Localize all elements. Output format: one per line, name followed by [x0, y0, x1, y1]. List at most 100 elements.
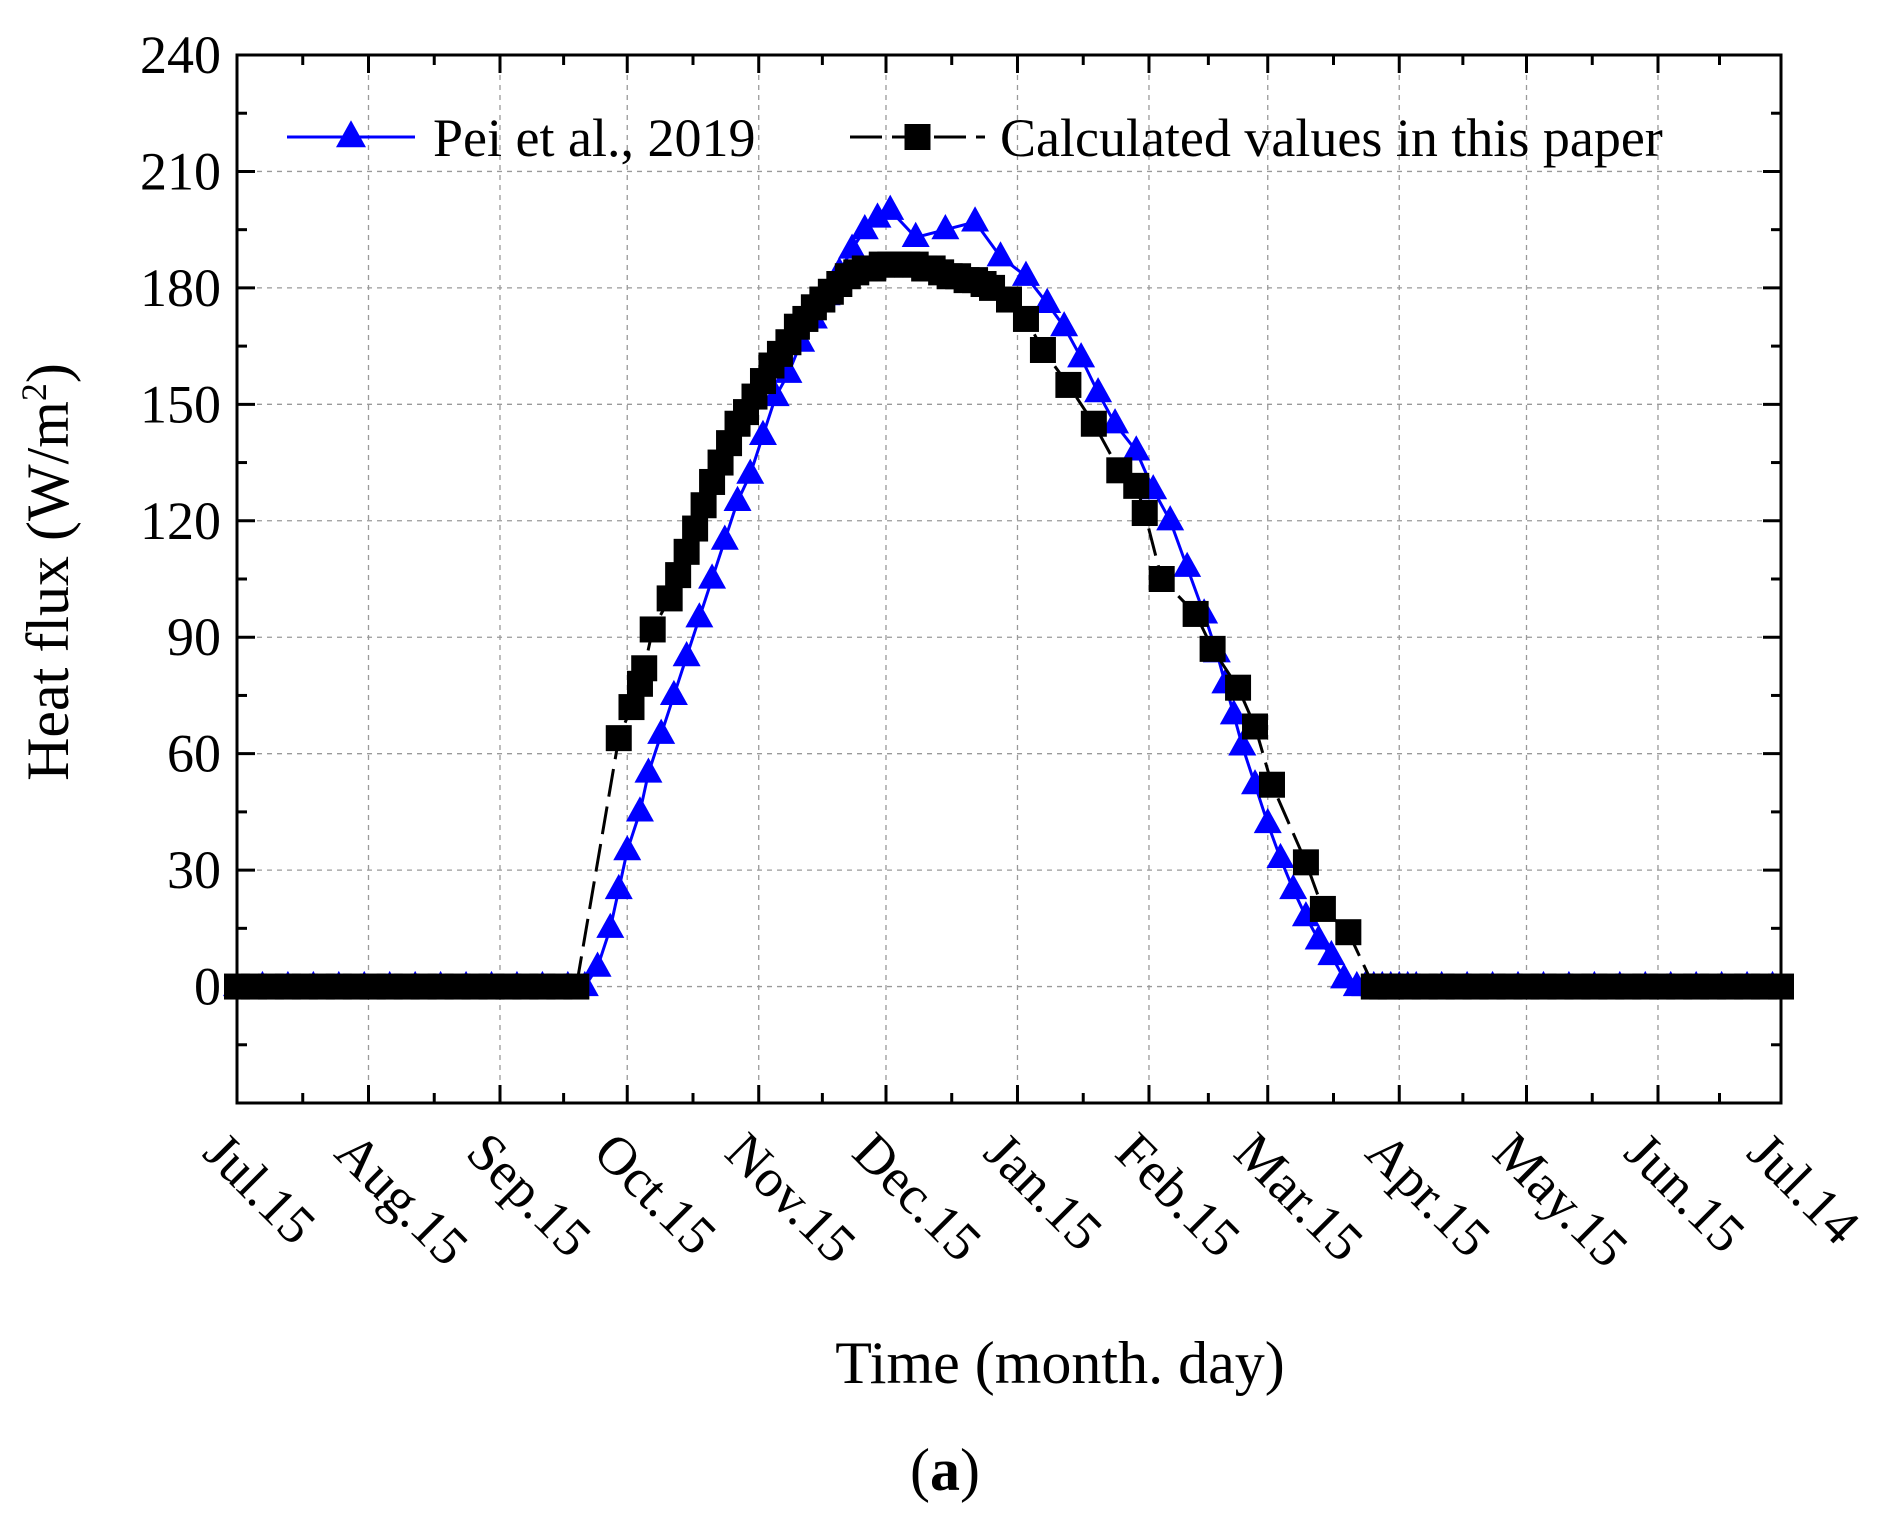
x-tick-label: Jul.15	[193, 1121, 328, 1256]
square-marker	[1292, 849, 1319, 876]
square-marker	[1148, 566, 1175, 592]
triangle-marker	[1219, 699, 1248, 725]
triangle-marker	[1253, 807, 1282, 834]
triangle-marker	[863, 202, 892, 228]
y-tick-label: 240	[140, 25, 221, 85]
y-tick-label: 120	[140, 491, 221, 551]
x-tick-label: Jan.15	[973, 1121, 1114, 1262]
plot-frame	[235, 53, 1783, 1105]
triangle-marker	[1050, 311, 1079, 337]
triangle-marker	[901, 221, 930, 248]
legend-triangle-marker	[336, 120, 366, 148]
triangle-marker	[748, 419, 777, 445]
legend-label: Pei et al., 2019	[433, 108, 755, 168]
grid	[237, 55, 1781, 1103]
series-1	[224, 251, 1794, 1000]
triangle-marker	[723, 485, 752, 511]
x-tick-label: Dec.15	[842, 1121, 994, 1273]
caption-letter: a	[930, 1437, 960, 1503]
square-marker	[563, 973, 590, 1000]
square-marker	[1055, 371, 1082, 398]
triangle-marker	[1084, 377, 1113, 403]
x-tick-label: Apr.15	[1355, 1121, 1502, 1268]
square-marker	[1335, 919, 1362, 946]
x-tick-labels: Jul.15Aug.15Sep.15Oct.15Nov.15Dec.15Jan.…	[193, 1121, 1872, 1279]
square-marker	[1131, 500, 1158, 527]
triangle-marker	[1033, 287, 1062, 313]
series-0	[223, 194, 1787, 997]
triangle-marker	[1067, 342, 1096, 368]
triangle-marker	[838, 233, 867, 259]
y-axis-title-superscript: 2	[14, 383, 54, 401]
triangle-marker	[961, 206, 990, 232]
square-marker	[690, 492, 717, 519]
y-tick-labels: 0 30 60 90 120 150 180 210 240	[140, 25, 221, 1017]
x-tick-label: Nov.15	[714, 1121, 867, 1274]
triangle-marker	[1156, 505, 1185, 531]
triangle-marker	[625, 796, 654, 822]
triangle-marker	[634, 757, 663, 783]
x-tick-label: Mar.15	[1223, 1121, 1375, 1273]
caption-close: )	[960, 1437, 980, 1503]
y-tick-label: 30	[167, 840, 221, 900]
square-marker	[682, 515, 709, 542]
x-tick-label: Jun.15	[1614, 1121, 1757, 1264]
triangle-marker	[1317, 939, 1346, 966]
square-marker	[1258, 771, 1285, 798]
square-marker	[1182, 600, 1209, 627]
y-axis-title: Heat flux (W/m2)	[14, 363, 81, 781]
triangle-marker	[1266, 842, 1295, 869]
triangle-marker	[1228, 730, 1257, 756]
caption-open: (	[910, 1437, 930, 1503]
triangle-marker	[583, 951, 612, 977]
x-tick-label: Feb.15	[1104, 1121, 1251, 1268]
square-marker	[656, 585, 683, 612]
x-axis-title: Time (month. day)	[835, 1330, 1284, 1396]
y-tick-label: 180	[140, 258, 221, 318]
legend-square-marker	[904, 124, 931, 150]
y-tick-label: 150	[140, 374, 221, 434]
x-tick-label: Aug.15	[324, 1121, 480, 1277]
x-tick-label: Oct.15	[583, 1121, 728, 1266]
square-marker	[1199, 635, 1226, 662]
square-marker	[1012, 305, 1039, 332]
legend-label: Calculated values in this paper	[1000, 108, 1663, 168]
square-marker	[1242, 713, 1269, 740]
triangle-marker	[672, 641, 701, 667]
square-marker	[618, 694, 645, 721]
triangle-marker	[1101, 408, 1130, 434]
y-tick-label: 60	[167, 724, 221, 784]
x-tick-label: Jul.14	[1737, 1121, 1872, 1256]
square-marker	[1225, 674, 1252, 701]
triangle-marker	[685, 602, 714, 628]
y-tick-label: 90	[167, 607, 221, 667]
square-marker	[631, 655, 658, 682]
y-axis-title-end: )	[15, 363, 81, 383]
y-tick-label: 210	[140, 141, 221, 201]
triangle-marker	[986, 241, 1015, 267]
triangle-marker	[1122, 435, 1151, 461]
square-marker	[673, 538, 700, 565]
square-marker	[665, 562, 692, 589]
triangle-marker	[613, 835, 642, 861]
y-axis-title-main: Heat flux (W/m	[15, 401, 81, 781]
triangle-marker	[876, 194, 905, 220]
triangle-marker	[604, 873, 633, 900]
legend: Pei et al., 2019 Calculated values in thi…	[287, 108, 1663, 168]
axis-ticks	[235, 53, 1783, 1105]
square-marker	[1309, 895, 1336, 922]
triangle-marker	[596, 912, 625, 938]
square-marker	[1080, 410, 1107, 437]
legend-item-0: Pei et al., 2019	[287, 108, 755, 168]
triangle-marker	[710, 524, 739, 550]
triangle-marker	[1173, 551, 1202, 577]
legend-item-1: Calculated values in this paper	[850, 108, 1663, 168]
figure-caption: (a)	[910, 1437, 980, 1503]
x-tick-label: May.15	[1482, 1121, 1640, 1279]
x-tick-label: Sep.15	[456, 1121, 603, 1268]
y-tick-label: 0	[194, 957, 221, 1017]
square-marker	[1029, 336, 1056, 363]
triangle-marker	[1011, 260, 1040, 286]
triangle-marker	[736, 458, 765, 484]
